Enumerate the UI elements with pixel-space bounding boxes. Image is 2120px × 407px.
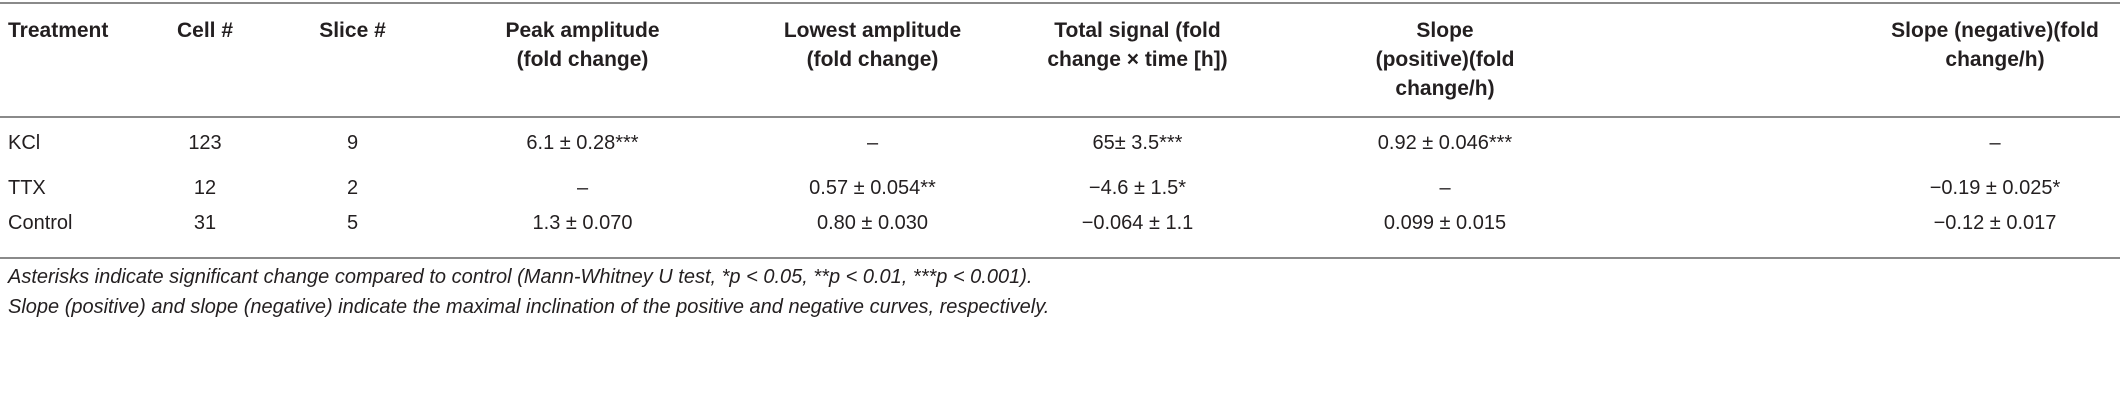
table-row: Control 31 5 1.3 ± 0.070 0.80 ± 0.030 −0…	[0, 206, 2120, 241]
cell-total-signal: −0.064 ± 1.1	[1081, 212, 1194, 234]
table-row: TTX 12 2 – 0.57 ± 0.054** −4.6 ± 1.5* – …	[0, 171, 2120, 206]
cell-peak-amplitude: 6.1 ± 0.28***	[526, 132, 639, 154]
cell-slice-count: 5	[346, 212, 359, 234]
cell-slope-positive: 0.099 ± 0.015	[1383, 212, 1507, 234]
footnote-significance: Asterisks indicate significant change co…	[8, 266, 1033, 288]
header-slope-positive: Slope (positive)(fold change/h)	[1375, 19, 1515, 100]
table-row: KCl 123 9 6.1 ± 0.28*** – 65± 3.5*** 0.9…	[0, 116, 2120, 171]
cell-slope-positive: 0.92 ± 0.046***	[1377, 132, 1513, 154]
cell-slope-negative: –	[1989, 132, 2001, 154]
cell-cell-count: 31	[193, 212, 217, 234]
cell-cell-count: 12	[193, 177, 217, 199]
cell-slope-negative: −0.19 ± 0.025*	[1929, 177, 2061, 199]
cell-lowest-amplitude: 0.80 ± 0.030	[816, 212, 929, 234]
results-table: Treatment Cell # Slice # Peak amplitude …	[0, 4, 2120, 241]
header-row: Treatment Cell # Slice # Peak amplitude …	[0, 4, 2120, 116]
cell-total-signal: 65± 3.5***	[1092, 132, 1183, 154]
cell-treatment: KCl	[8, 132, 41, 154]
table-body: KCl 123 9 6.1 ± 0.28*** – 65± 3.5*** 0.9…	[0, 116, 2120, 241]
header-treatment: Treatment	[8, 19, 109, 42]
cell-slice-count: 2	[346, 177, 359, 199]
cell-lowest-amplitude: 0.57 ± 0.054**	[809, 177, 936, 199]
table-top-rule	[0, 2, 2120, 4]
header-peak-amplitude: Peak amplitude (fold change)	[505, 19, 660, 71]
cell-total-signal: −4.6 ± 1.5*	[1088, 177, 1187, 199]
cell-slope-negative: −0.12 ± 0.017	[1933, 212, 2057, 234]
table-bottom-rule	[0, 257, 2120, 259]
cell-peak-amplitude: –	[576, 177, 589, 199]
header-slice-count: Slice #	[319, 19, 386, 42]
table-footnotes: Asterisks indicate significant change co…	[8, 262, 2108, 322]
table-header: Treatment Cell # Slice # Peak amplitude …	[0, 4, 2120, 116]
cell-slope-positive: –	[1439, 177, 1451, 199]
header-cell-count: Cell #	[176, 19, 234, 42]
header-lowest-amplitude: Lowest amplitude (fold change)	[783, 19, 962, 71]
footnote-slope: Slope (positive) and slope (negative) in…	[8, 296, 1050, 318]
cell-treatment: Control	[8, 212, 73, 234]
cell-treatment: TTX	[8, 177, 46, 199]
cell-lowest-amplitude: –	[866, 132, 879, 154]
cell-slice-count: 9	[346, 132, 359, 154]
header-slope-negative: Slope (negative)(fold change/h)	[1891, 19, 2099, 71]
cell-cell-count: 123	[188, 132, 222, 154]
table-header-rule	[0, 116, 2120, 118]
cell-peak-amplitude: 1.3 ± 0.070	[532, 212, 633, 234]
header-total-signal: Total signal (fold change × time [h])	[1047, 19, 1228, 71]
